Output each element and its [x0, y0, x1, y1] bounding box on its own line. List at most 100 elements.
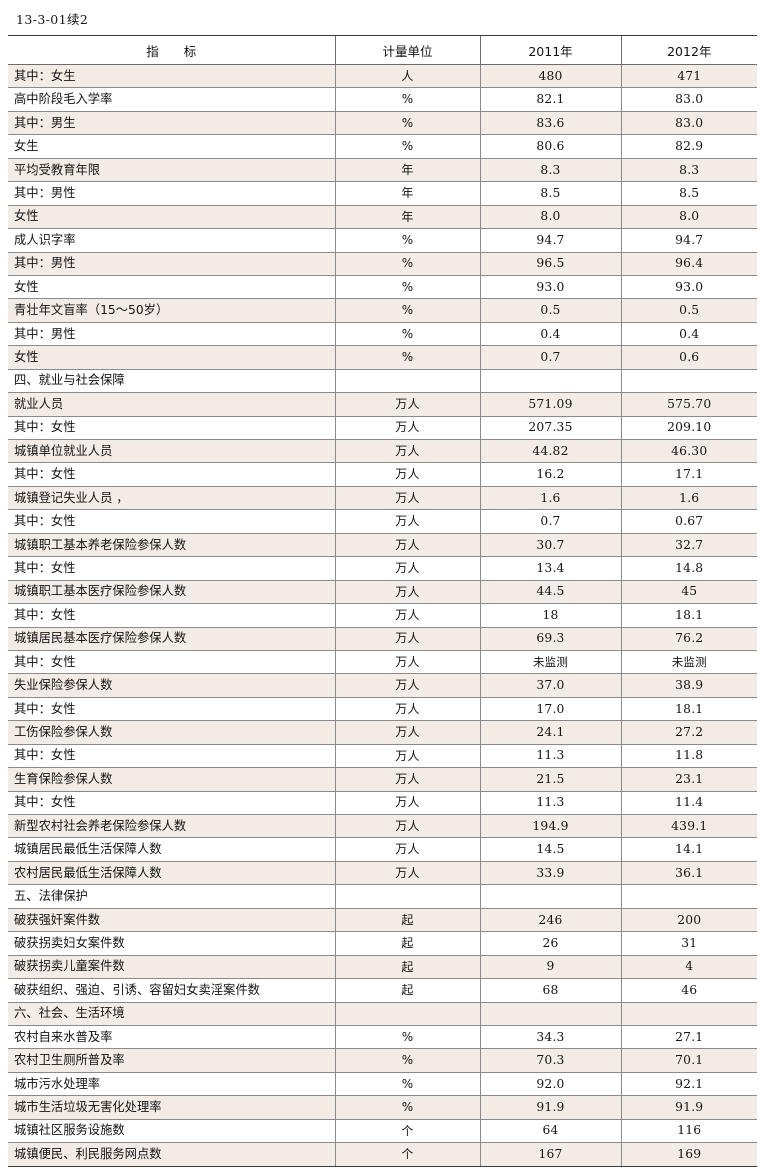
unit-cell: 起 — [334, 978, 480, 1003]
value-cell-2011: 8.3 — [479, 158, 621, 183]
indicator-label: 城镇便民、利民服务网点数 — [8, 1142, 335, 1167]
indicator-label: 其中：女性 — [8, 650, 335, 675]
value-cell-2011: 69.3 — [479, 627, 621, 651]
value-cell-2012: 14.8 — [620, 556, 757, 581]
section-title: 四、就业与社会保障 — [8, 369, 335, 394]
value-cell-2011: 21.5 — [479, 767, 621, 792]
table-row: 城镇职工基本医疗保险参保人数 万人 44.5 45 — [8, 580, 757, 605]
value-cell-2012: 94.7 — [620, 228, 757, 253]
table-row: 其中：女性 万人 11.3 11.4 — [8, 791, 757, 816]
statistics-table: 指 标 计量单位 2011年 2012年 其中：女生人 480 471 高中阶段毛入学… — [8, 35, 757, 1167]
value-cell-2011: 11.3 — [479, 744, 621, 769]
unit-cell: 万人 — [334, 861, 480, 886]
unit-cell: 个 — [334, 1119, 480, 1144]
unit-cell: 万人 — [334, 697, 480, 722]
indicator-label: 农村自来水普及率 — [8, 1025, 335, 1050]
value-cell-2012: 8.0 — [620, 205, 757, 230]
indicator-label: 高中阶段毛入学率 — [8, 87, 335, 112]
table-section-row: 四、就业与社会保障 — [8, 369, 757, 394]
indicator-label: 就业人员 — [8, 392, 335, 417]
value-cell-2012: 14.1 — [620, 837, 757, 862]
indicator-label: 女性 — [8, 275, 335, 300]
value-cell-2012: 70.1 — [620, 1048, 757, 1073]
value-cell-2011: 0.5 — [479, 298, 621, 323]
unit-cell: 万人 — [334, 767, 480, 792]
unit-cell: 起 — [334, 955, 480, 980]
table-row: 女性年 8.0 8.0 — [8, 205, 757, 230]
value-cell-2012: 32.7 — [620, 533, 757, 558]
indicator-label: 女性 — [8, 205, 335, 230]
indicator-label: 其中：男性 — [8, 181, 335, 206]
unit-cell: 万人 — [334, 533, 480, 558]
unit-cell: % — [334, 134, 480, 159]
table-row: 就业人员 万人 571.09 575.70 — [8, 392, 757, 417]
unit-cell — [334, 884, 480, 909]
unit-cell: % — [334, 1048, 480, 1073]
table-row: 工伤保险参保人数 万人 24.1 27.2 — [8, 720, 757, 745]
value-cell-2012: 23.1 — [620, 767, 757, 792]
unit-cell: 万人 — [334, 509, 480, 534]
value-cell-2012: 8.5 — [620, 181, 757, 206]
indicator-label: 女性 — [8, 345, 335, 370]
value-cell-2012: 45 — [620, 580, 757, 605]
unit-cell: 人 — [334, 64, 480, 89]
table-row: 青壮年文盲率（15～50岁）% 0.5 0.5 — [8, 298, 757, 323]
table-row: 其中：女性 万人 未监测 未监测 — [8, 650, 757, 675]
table-row: 农村自来水普及率% 34.3 27.1 — [8, 1025, 757, 1050]
indicator-label: 城市生活垃圾无害化处理率 — [8, 1095, 335, 1120]
value-cell-2011: 92.0 — [479, 1072, 621, 1097]
table-row: 生育保险参保人数 万人 21.5 23.1 — [8, 767, 757, 792]
value-cell-2011: 83.6 — [479, 111, 621, 136]
table-row: 女性% 0.7 0.6 — [8, 345, 757, 370]
value-cell-2012: 116 — [620, 1119, 757, 1144]
table-row: 城市污水处理率% 92.0 92.1 — [8, 1072, 757, 1097]
value-cell-2011: 44.82 — [479, 439, 621, 464]
indicator-label: 女生 — [8, 134, 335, 159]
value-cell-2012: 27.2 — [620, 720, 757, 745]
table-row: 城镇社区服务设施数个 64 116 — [8, 1119, 757, 1144]
table-row: 其中：男性年 8.5 8.5 — [8, 181, 757, 206]
table-row: 农村卫生厕所普及率% 70.3 70.1 — [8, 1048, 757, 1073]
indicator-label: 青壮年文盲率（15～50岁） — [8, 298, 335, 323]
value-cell-2012: 未监测 — [620, 650, 757, 675]
table-row: 其中：男性% 96.5 96.4 — [8, 252, 757, 276]
value-cell-2011: 0.4 — [479, 322, 621, 347]
unit-cell: % — [334, 87, 480, 112]
value-cell-2012: 17.1 — [620, 462, 757, 487]
value-cell-2012: 8.3 — [620, 158, 757, 183]
unit-cell: 万人 — [334, 791, 480, 816]
indicator-label: 平均受教育年限 — [8, 158, 335, 183]
indicator-label: 农村卫生厕所普及率 — [8, 1048, 335, 1073]
value-cell-2012: 83.0 — [620, 111, 757, 136]
indicator-label: 成人识字率 — [8, 228, 335, 253]
indicator-label: 破获拐卖妇女案件数 — [8, 931, 335, 956]
table-row: 其中：女性 万人 17.0 18.1 — [8, 697, 757, 722]
indicator-label: 其中：女性 — [8, 744, 335, 769]
table-row: 平均受教育年限年 8.3 8.3 — [8, 158, 757, 183]
column-header-unit: 计量单位 — [334, 35, 480, 65]
unit-cell: 万人 — [334, 744, 480, 769]
value-cell-2011: 30.7 — [479, 533, 621, 558]
table-body: 其中：女生人 480 471 高中阶段毛入学率% 82.1 83.0 其中：男生% 83.6 8… — [8, 64, 757, 1167]
value-cell-2012: 38.9 — [620, 673, 757, 698]
indicator-label: 其中：男性 — [8, 322, 335, 347]
value-cell-2012: 0.67 — [620, 509, 757, 534]
table-section-row: 六、社会、生活环境 — [8, 1002, 757, 1026]
indicator-label: 其中：女性 — [8, 603, 335, 628]
value-cell-2011: 24.1 — [479, 720, 621, 745]
section-title: 五、法律保护 — [8, 884, 335, 909]
unit-cell: 万人 — [334, 603, 480, 628]
value-cell-2011: 64 — [479, 1119, 621, 1144]
value-cell-2011: 26 — [479, 931, 621, 956]
unit-cell: 万人 — [334, 439, 480, 464]
indicator-label: 城镇职工基本养老保险参保人数 — [8, 533, 335, 558]
unit-cell: 万人 — [334, 392, 480, 417]
value-cell-2012: 83.0 — [620, 87, 757, 112]
value-cell-2011: 207.35 — [479, 416, 621, 441]
table-row: 其中：女性 万人 0.7 0.67 — [8, 509, 757, 534]
table-row: 女生% 80.6 82.9 — [8, 134, 757, 159]
value-cell-2011: 1.6 — [479, 486, 621, 511]
value-cell-2011: 11.3 — [479, 791, 621, 816]
section-title: 六、社会、生活环境 — [8, 1002, 335, 1026]
